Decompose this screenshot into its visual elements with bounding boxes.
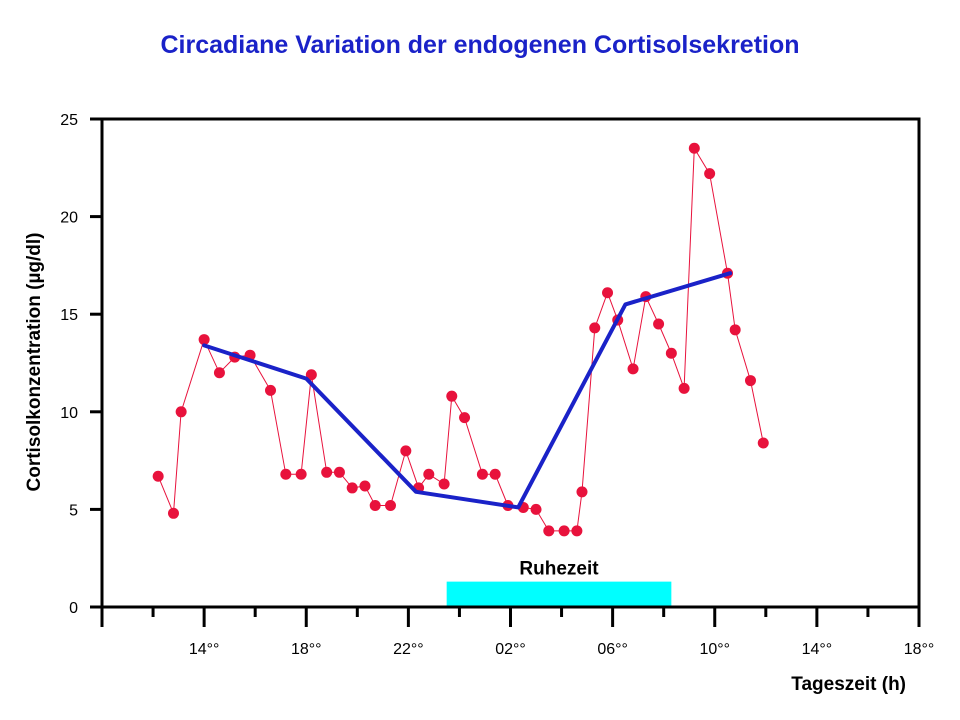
data-point [280,468,292,480]
data-point [627,363,639,375]
y-tick-label: 20 [60,210,78,227]
x-tick-label: 06°° [597,641,628,658]
data-point [369,499,381,511]
data-point [459,412,471,424]
x-tick-label: 14°° [802,641,833,658]
axes [100,117,921,609]
x-tick-label: 18°° [291,641,322,658]
data-point [489,468,501,480]
data-point [576,486,588,498]
plot-frame [100,117,921,609]
mean-trend-line [202,271,733,510]
data-point [152,470,164,482]
x-tick-label: 14°° [189,641,220,658]
chart-title: Circadiane Variation der endogenen Corti… [160,31,799,59]
data-point [213,367,225,379]
x-axis-title: Tageszeit (h) [791,674,906,695]
data-point [678,382,690,394]
data-point [729,324,741,336]
y-tick-label: 5 [69,502,78,519]
data-point [333,466,345,478]
x-tick-label: 22°° [393,641,424,658]
axis-ticks: 0 5 10 15 20 25 14°° 18°° 22°° 02°° 06°° 10°° 14°° 18… [60,112,934,658]
y-tick-label: 25 [60,112,78,129]
data-point [571,525,583,537]
y-axis-title: Cortisolkonzentration (µg/dl) [24,233,45,492]
data-point [400,445,412,457]
data-point [175,406,187,418]
data-point [665,347,677,359]
x-tick-label: 18°° [904,641,935,658]
x-tick-label: 10°° [699,641,730,658]
y-tick-label: 0 [69,600,78,617]
rest-period-label: Ruhezeit [519,559,599,580]
data-point [295,468,307,480]
cortisol-measurement-line [157,146,764,532]
data-point [438,478,450,490]
x-tick-label: 02°° [495,641,526,658]
data-point [305,369,317,381]
data-point [167,507,179,519]
data-point [359,480,371,492]
data-point [757,437,769,449]
y-tick-label: 15 [60,307,78,324]
data-point [385,499,397,511]
data-point [543,525,555,537]
data-point [321,466,333,478]
data-point [558,525,570,537]
data-point [744,375,756,387]
data-point [653,318,665,330]
data-point [530,503,542,515]
data-point [704,168,716,180]
series-group [152,142,769,537]
data-point [346,482,358,494]
data-point [198,334,210,346]
data-point [589,322,601,334]
data-point [476,468,488,480]
data-point [602,287,614,299]
data-point [688,142,700,154]
data-point [265,384,277,396]
data-point [446,390,458,402]
y-tick-label: 10 [60,405,78,422]
rest-period-bar [446,581,672,607]
data-point [423,468,435,480]
rest-period-annotation: Ruhezeit [446,559,672,607]
